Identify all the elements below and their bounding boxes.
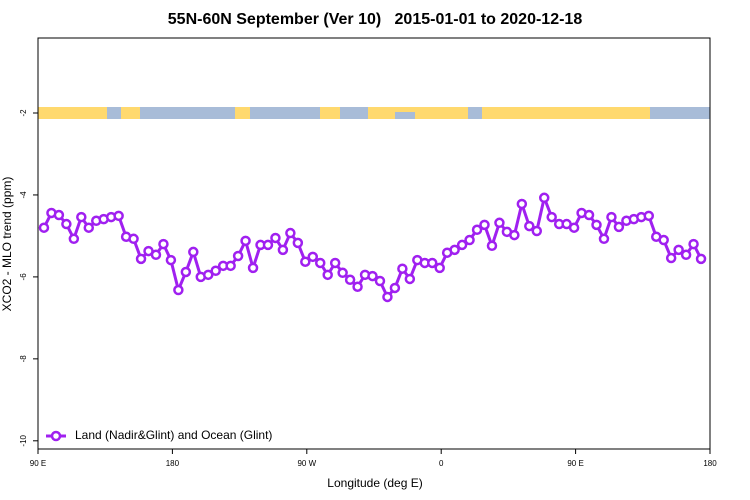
- point: [329, 257, 341, 269]
- point: [367, 270, 378, 282]
- point: [76, 211, 87, 223]
- point: [382, 291, 393, 303]
- point: [494, 217, 505, 229]
- point: [158, 238, 169, 250]
- point: [434, 262, 445, 274]
- point: [524, 220, 535, 232]
- y-tick-label: -10: [19, 434, 28, 446]
- point: [300, 256, 311, 267]
- series-line: [42, 192, 703, 300]
- point: [61, 218, 72, 230]
- x-tick-label: 90 E: [30, 459, 46, 468]
- point: [516, 198, 528, 210]
- point: [188, 246, 199, 258]
- point: [665, 252, 677, 264]
- point: [673, 244, 684, 256]
- point: [83, 222, 95, 233]
- point: [135, 253, 147, 265]
- point: [583, 209, 595, 221]
- point: [449, 244, 460, 256]
- legend-label: Land (Nadir&Glint) and Ocean (Glint): [75, 428, 272, 442]
- point: [38, 222, 50, 233]
- land-ocean-strip: [38, 107, 710, 119]
- point: [598, 233, 610, 245]
- point: [225, 260, 236, 272]
- point: [113, 210, 124, 222]
- point: [397, 263, 408, 274]
- point: [374, 275, 386, 287]
- point: [568, 222, 580, 233]
- point: [509, 229, 520, 241]
- point: [270, 232, 281, 244]
- point: [426, 257, 438, 269]
- point: [352, 281, 363, 292]
- y-axis-label: XCO2 - MLO trend (ppm): [0, 177, 14, 312]
- point: [322, 269, 333, 281]
- x-tick-label: 90 W: [297, 459, 316, 468]
- point: [344, 274, 356, 286]
- x-tick-label: 180: [703, 459, 717, 468]
- y-tick-label: -4: [19, 191, 28, 199]
- point: [606, 211, 617, 223]
- point: [546, 211, 557, 223]
- point: [337, 267, 348, 279]
- point: [232, 250, 244, 262]
- point: [165, 254, 177, 266]
- point: [285, 227, 296, 239]
- point: [53, 209, 65, 221]
- point: [680, 249, 692, 261]
- point: [68, 233, 80, 245]
- y-tick-label: -6: [19, 273, 28, 281]
- point: [688, 238, 699, 250]
- point: [262, 239, 274, 251]
- point: [464, 234, 475, 246]
- legend-marker: [50, 430, 62, 442]
- point: [695, 253, 707, 265]
- point: [180, 266, 192, 278]
- point: [277, 244, 289, 256]
- point: [538, 192, 550, 204]
- x-tick-label: 90 E: [567, 459, 583, 468]
- y-tick-label: -2: [19, 109, 28, 117]
- point: [314, 257, 326, 269]
- y-tick-label: -8: [19, 355, 28, 363]
- point: [173, 284, 184, 296]
- point: [202, 269, 214, 281]
- point: [486, 240, 498, 252]
- point: [643, 210, 655, 222]
- point: [210, 265, 221, 276]
- point: [404, 273, 416, 285]
- point: [389, 282, 401, 294]
- point: [128, 233, 139, 245]
- point: [471, 224, 483, 236]
- x-axis-label: Longitude (deg E): [327, 476, 422, 490]
- point: [292, 237, 304, 249]
- chart-title: 55N-60N September (Ver 10) 2015-01-01 to…: [168, 11, 583, 28]
- point: [240, 235, 251, 247]
- point: [591, 219, 602, 231]
- point: [531, 225, 543, 237]
- x-tick-label: 180: [166, 459, 180, 468]
- plot-frame: [37, 37, 711, 450]
- point: [150, 249, 162, 261]
- point: [307, 251, 319, 263]
- point: [479, 219, 490, 231]
- point: [456, 239, 468, 251]
- point: [658, 234, 669, 246]
- x-tick-label: 0: [439, 459, 444, 468]
- point: [613, 221, 625, 233]
- point: [247, 262, 259, 274]
